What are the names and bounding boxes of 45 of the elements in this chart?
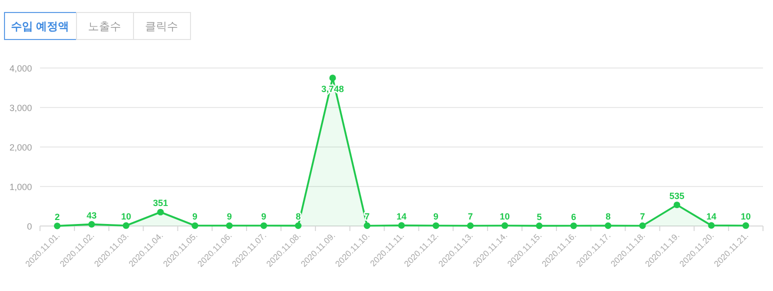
text: 9 (192, 212, 198, 222)
point (54, 222, 61, 230)
point (294, 222, 302, 229)
text: 9 (433, 212, 438, 222)
point (674, 202, 680, 208)
point (157, 208, 164, 216)
point (467, 222, 474, 230)
text: 535 (669, 190, 684, 201)
y-tick-label: 3,000 (9, 103, 32, 113)
text: 7 (640, 212, 646, 222)
text: 14 (706, 211, 716, 222)
text: 2 (54, 212, 60, 222)
y-tick-label: 1,000 (9, 182, 32, 192)
text: 5 (536, 212, 542, 222)
point (708, 222, 715, 229)
y-tick-label: 0 (26, 222, 32, 232)
text: 9 (261, 212, 266, 222)
point (398, 222, 405, 229)
text: 14 (396, 211, 407, 222)
point (536, 222, 543, 230)
text: 43 (86, 210, 97, 220)
point (570, 222, 577, 230)
text: 6 (571, 212, 576, 222)
tabs: 수입 예정액 노출수 클릭수 (4, 12, 191, 40)
text: 10 (121, 212, 132, 222)
y-tick-label: 2,000 (9, 142, 32, 152)
point (260, 222, 268, 229)
point (122, 222, 130, 229)
point (604, 222, 612, 229)
point (639, 222, 646, 230)
text: 351 (152, 198, 168, 208)
point (432, 222, 440, 229)
point (226, 222, 233, 229)
point (501, 222, 508, 229)
text: 8 (606, 212, 611, 222)
text: 7 (468, 212, 473, 222)
point (364, 222, 370, 230)
point (192, 222, 198, 229)
text: 10 (740, 212, 751, 222)
text: 9 (226, 212, 232, 222)
point (742, 222, 750, 229)
point (329, 74, 336, 82)
text: 10 (500, 212, 510, 222)
y-tick-label: 4,000 (9, 64, 32, 74)
point (88, 221, 95, 228)
